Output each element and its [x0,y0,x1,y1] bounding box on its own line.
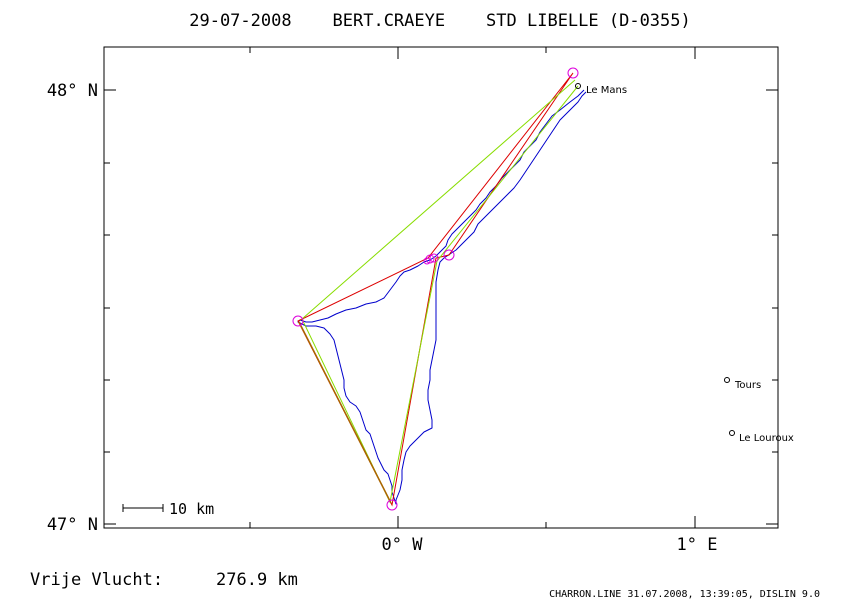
optimized-lines [301,79,579,504]
city-dot-icon [729,430,735,436]
turnpoint-marker [423,257,431,265]
map-frame [103,46,779,529]
x-tick-label-0w: 0° W [382,535,424,555]
turnpoint-marker [443,249,455,261]
leg-overlap-line [298,321,392,504]
place-le-louroux: Le Louroux [729,430,794,444]
x-tick-label-1e: 1° E [677,535,718,555]
frame-ticks [104,47,778,528]
turnpoint-marker [386,499,398,511]
place-label-le-mans: Le Mans [586,85,627,96]
footer-info: CHARRON.LINE 31.07.2008, 13:39:05, DISLI… [549,589,820,600]
city-dot-icon [724,377,730,383]
y-tick-label-47n: 47° N [47,515,98,535]
turnpoint-marker [425,254,435,264]
turnpoint-marker [567,67,579,79]
place-le-mans: Le Mans [575,83,627,96]
map-title: 29-07-2008 BERT.CRAEYE STD LIBELLE (D-03… [189,11,691,31]
turnpoint-marker [292,315,304,327]
y-tick-label-48n: 48° N [47,81,98,101]
gps-track [297,89,587,505]
city-dot-icon [575,83,581,89]
place-label-tours: Tours [734,380,761,391]
result-value: 276.9 km [216,570,298,590]
scale-bar-label: 10 km [169,500,214,518]
place-label-le-louroux: Le Louroux [739,433,794,444]
turnpoint-marker [429,253,439,263]
turnpoint-markers [292,67,579,511]
scale-bar [122,504,164,512]
place-tours: Tours [724,377,761,391]
result-label: Vrije Vlucht: [30,570,163,590]
